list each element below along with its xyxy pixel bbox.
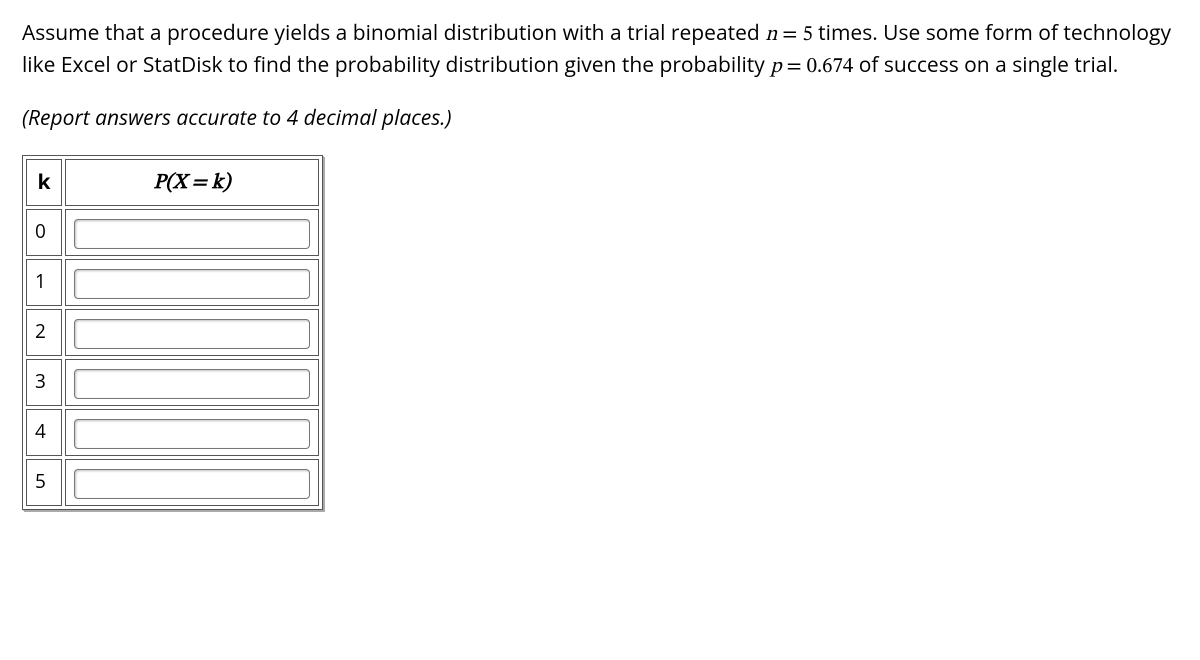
prompt-text-3: of success on a single trial.	[853, 51, 1118, 79]
val-p: 0.674	[807, 56, 854, 77]
accuracy-note: (Report answers accurate to 4 decimal pl…	[22, 103, 1178, 133]
p-cell-0	[65, 209, 319, 256]
table-header-row: k P(X = k)	[26, 159, 319, 205]
answer-input-1[interactable]	[74, 269, 310, 299]
var-n: n	[765, 24, 777, 45]
probability-table: k P(X = k) 0 1 2 3 4 5	[22, 155, 323, 509]
k-cell-4: 4	[26, 409, 62, 456]
header-pxk: P(X = k)	[65, 159, 319, 205]
eq-sign-2: =	[782, 56, 807, 77]
k-cell-1: 1	[26, 259, 62, 306]
p-cell-1	[65, 259, 319, 306]
p-cell-3	[65, 359, 319, 406]
p-cell-5	[65, 459, 319, 506]
k-cell-2: 2	[26, 309, 62, 356]
answer-input-0[interactable]	[74, 219, 310, 249]
var-p: p	[770, 56, 781, 77]
question-prompt: Assume that a procedure yields a binomia…	[22, 18, 1178, 83]
val-n: 5	[802, 24, 812, 45]
table-row: 0	[26, 209, 319, 256]
k-cell-5: 5	[26, 459, 62, 506]
prompt-text-1: Assume that a procedure yields a binomia…	[22, 19, 765, 47]
header-k: k	[26, 159, 62, 205]
header-pxk-label: P(X = k)	[153, 172, 230, 193]
p-cell-4	[65, 409, 319, 456]
answer-input-3[interactable]	[74, 369, 310, 399]
p-cell-2	[65, 309, 319, 356]
answer-input-5[interactable]	[74, 469, 310, 499]
table-row: 5	[26, 459, 319, 506]
k-cell-0: 0	[26, 209, 62, 256]
eq-sign-1: =	[777, 24, 802, 45]
answer-input-2[interactable]	[74, 319, 310, 349]
table-row: 2	[26, 309, 319, 356]
table-row: 4	[26, 409, 319, 456]
table-row: 3	[26, 359, 319, 406]
k-cell-3: 3	[26, 359, 62, 406]
answer-input-4[interactable]	[74, 419, 310, 449]
table-row: 1	[26, 259, 319, 306]
